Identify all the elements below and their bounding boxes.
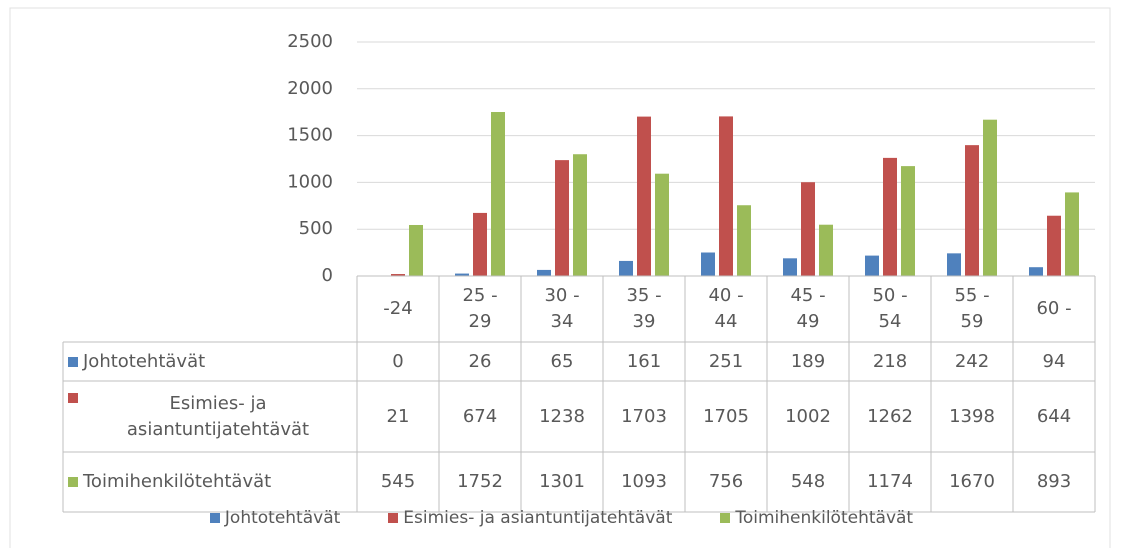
legend-key (68, 477, 78, 487)
x-tick-label: 60 - (1036, 298, 1072, 319)
bar (783, 258, 797, 276)
table-cell: 1703 (621, 405, 667, 427)
bar (455, 273, 469, 276)
legend-label: Esimies- ja asiantuntijatehtävät (403, 508, 673, 528)
row-header-text: Esimies- ja asiantuntijatehtävät (126, 392, 310, 440)
table-cell: 644 (1036, 405, 1072, 427)
chart-border (9, 7, 1111, 548)
y-tick-label: 1500 (287, 125, 333, 146)
row-header: Esimies- ja asiantuntijatehtävät (68, 381, 353, 452)
bar (947, 253, 961, 276)
legend-key (209, 513, 220, 523)
bar (865, 255, 879, 276)
table-cell: 189 (790, 350, 826, 372)
table-cell: 1705 (703, 405, 749, 427)
legend-item: Esimies- ja asiantuntijatehtävät (388, 508, 672, 528)
bar (473, 212, 487, 276)
table-cell: 1398 (949, 405, 995, 427)
table-cell: 548 (790, 471, 826, 492)
x-tick-label: 55 - 59 (954, 285, 990, 332)
bar (801, 182, 815, 276)
legend: Johtotehtävät Esimies- ja asiantuntijateh… (0, 508, 1123, 528)
bar (573, 154, 587, 276)
x-tick-label: 45 - 49 (790, 285, 826, 332)
legend-key (68, 356, 78, 367)
table-cell: 242 (954, 350, 990, 372)
legend-item: Toimihenkilötehtävät (720, 508, 913, 528)
bar (819, 224, 833, 276)
table-cell: 0 (392, 350, 404, 372)
x-tick-label: -24 (383, 298, 413, 319)
bar (637, 116, 651, 276)
table-cell: 756 (708, 471, 744, 492)
table-cell: 674 (462, 405, 498, 427)
y-tick-label: 1000 (287, 171, 333, 192)
bar (1065, 192, 1079, 276)
legend-key (720, 513, 731, 523)
table-cell: 893 (1036, 471, 1072, 492)
bar (491, 112, 505, 276)
y-tick-label: 2500 (287, 31, 333, 52)
bar (737, 205, 751, 276)
table-cell: 26 (468, 350, 492, 372)
table-cell: 1174 (867, 471, 913, 492)
table-cell: 21 (386, 405, 410, 427)
bar (409, 224, 423, 276)
table-cell: 218 (872, 350, 908, 372)
table-cell: 1301 (539, 471, 585, 492)
bar (883, 157, 897, 276)
x-tick-label: 50 - 54 (872, 285, 908, 332)
row-header: Johtotehtävät (68, 342, 353, 381)
y-tick-label: 500 (299, 218, 333, 239)
table-cell: 94 (1042, 350, 1066, 372)
legend-item: Johtotehtävät (209, 508, 341, 528)
x-tick-label: 35 - 39 (626, 285, 662, 332)
y-tick-label: 2000 (287, 78, 333, 99)
row-header-text: Johtotehtävät (83, 350, 206, 372)
bar (701, 252, 715, 276)
row-header: Toimihenkilötehtävät (68, 452, 353, 512)
legend-key (68, 393, 78, 403)
bar (655, 173, 669, 276)
bar (983, 119, 997, 276)
bar (391, 274, 405, 276)
legend-key (388, 513, 399, 523)
table-cell: 1262 (867, 405, 913, 427)
bar (1047, 215, 1061, 276)
table-cell: 545 (380, 471, 416, 492)
table-cell: 251 (708, 350, 744, 372)
table-cell: 1670 (949, 471, 995, 492)
bar (901, 166, 915, 276)
table-cell: 1238 (539, 405, 585, 427)
table-cell: 1002 (785, 405, 831, 427)
table-cell: 1093 (621, 471, 667, 492)
row-header-text: Toimihenkilötehtävät (83, 471, 272, 492)
table-cell: 1752 (457, 471, 503, 492)
x-tick-label: 25 - 29 (462, 285, 498, 332)
x-tick-label: 30 - 34 (544, 285, 580, 332)
bar (965, 145, 979, 276)
bar (555, 160, 569, 276)
x-tick-label: 40 - 44 (708, 285, 744, 332)
legend-label: Johtotehtävät (224, 508, 341, 528)
bar (719, 116, 733, 276)
table-cell: 65 (550, 350, 574, 372)
bar (1029, 267, 1043, 276)
y-tick-label: 0 (322, 265, 333, 286)
bar (619, 260, 633, 276)
bar (537, 269, 551, 276)
table-cell: 161 (626, 350, 662, 372)
legend-label: Toimihenkilötehtävät (735, 508, 914, 528)
